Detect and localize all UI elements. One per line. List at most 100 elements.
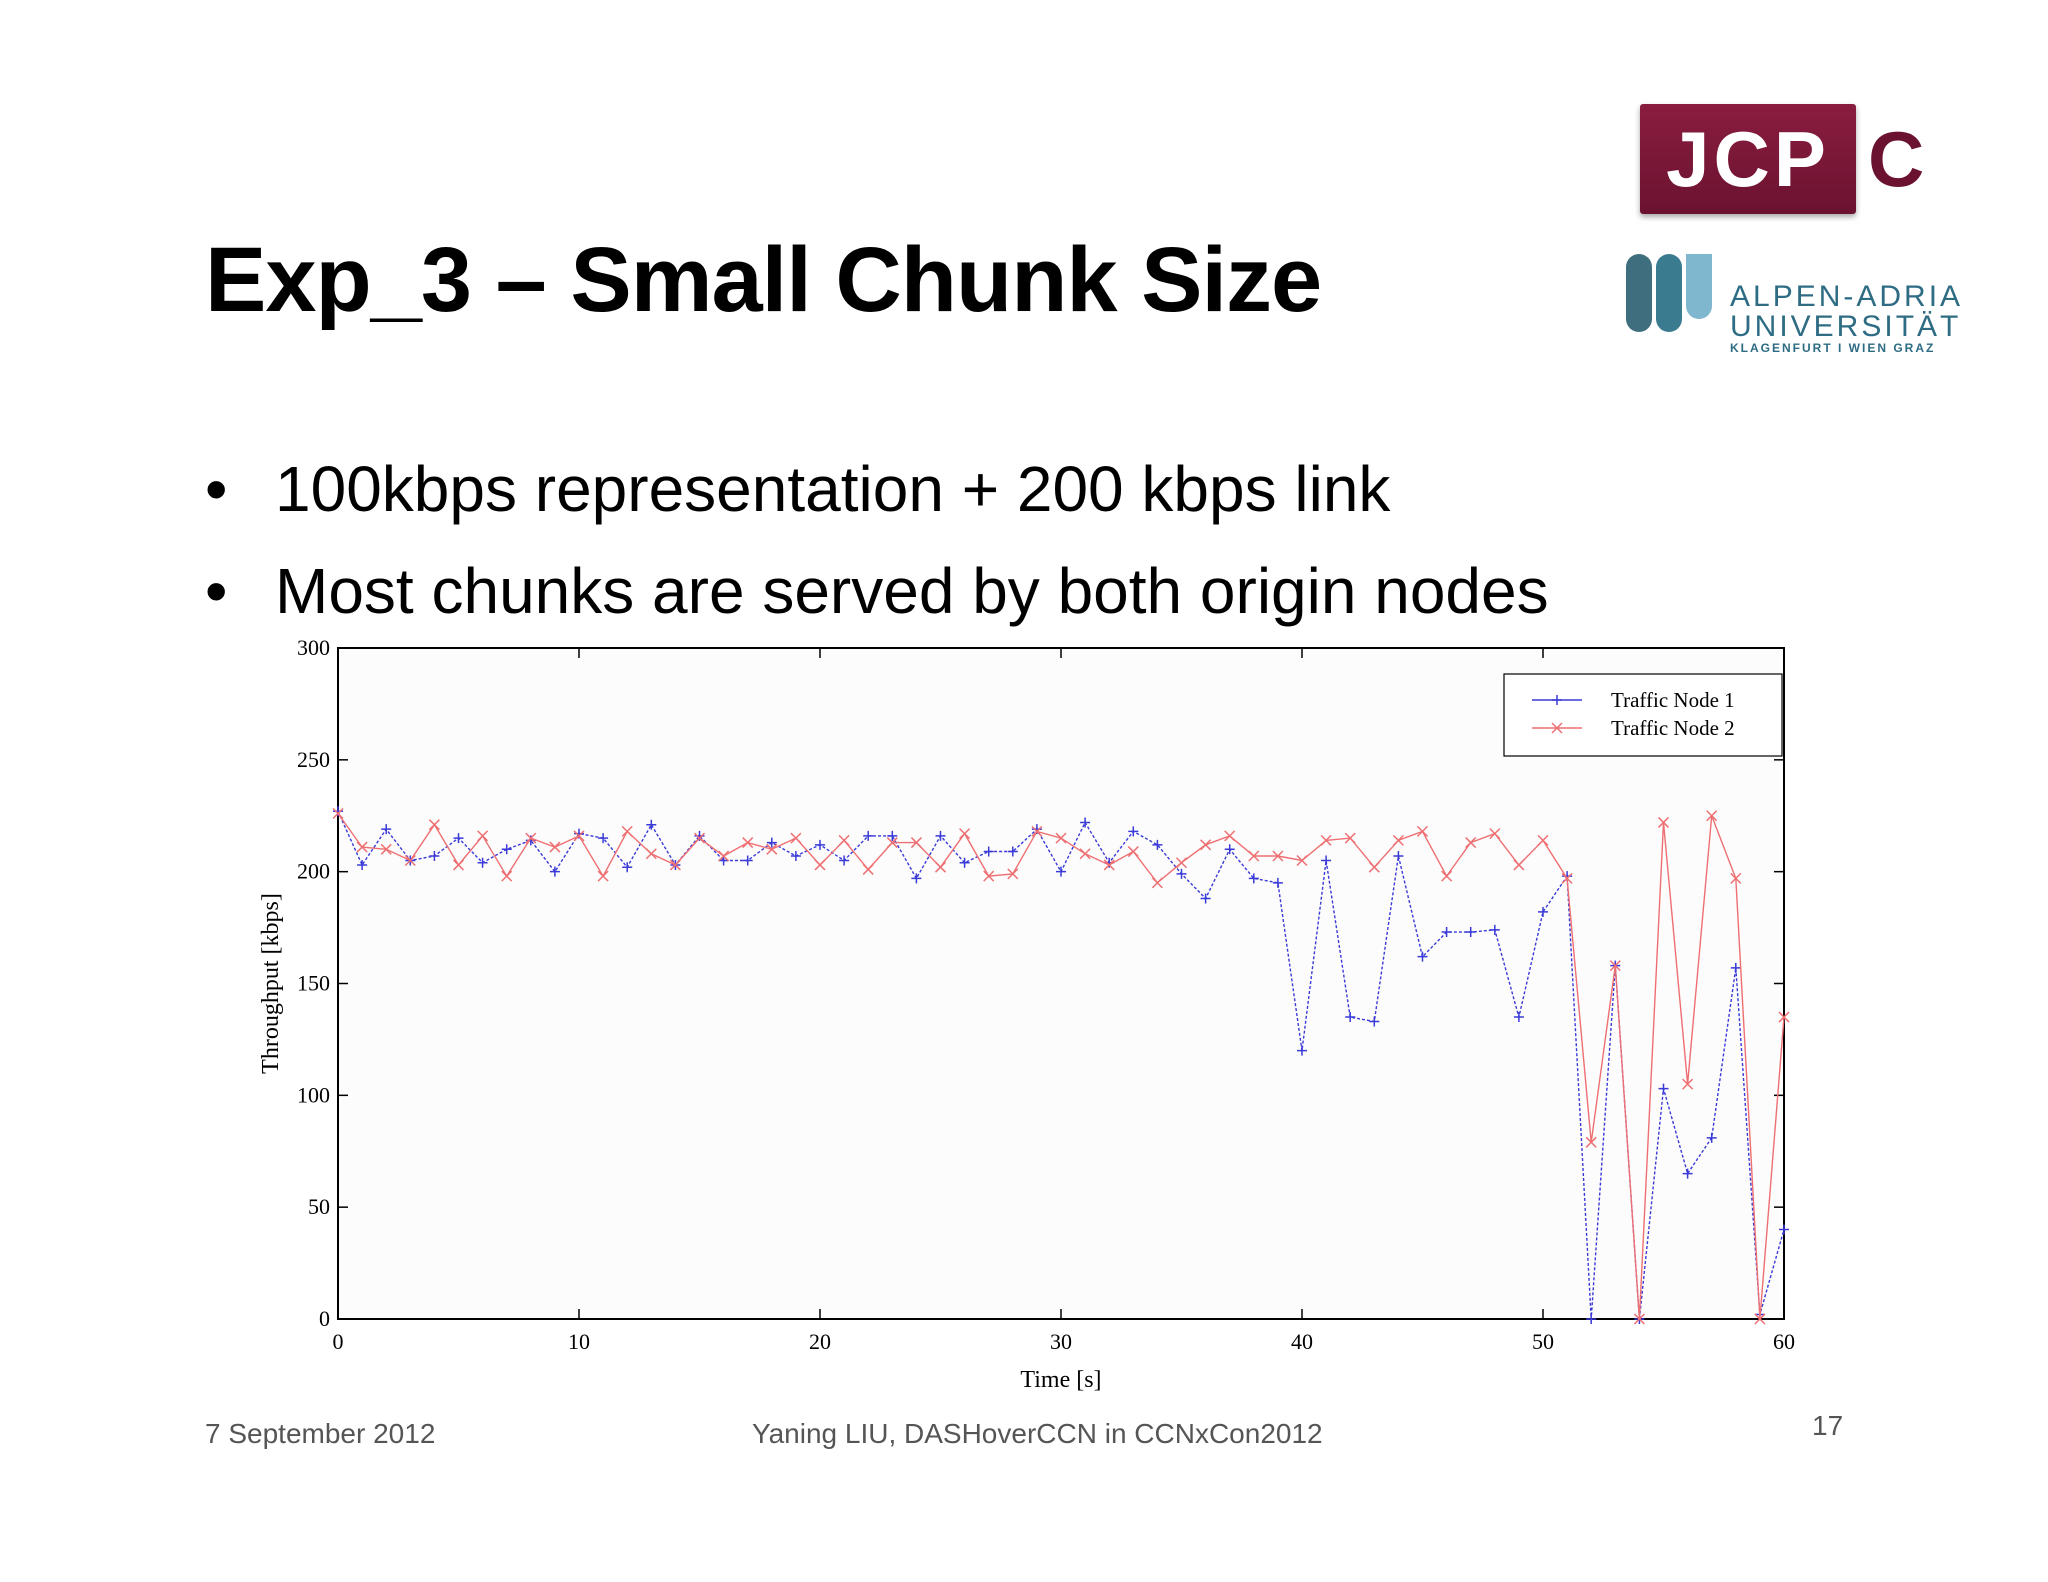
data-point-node-1 [887,830,898,841]
chart-ticks: 0 10 20 30 40 50 60 0 50 100 150 200 250 300 [297,636,1795,1354]
data-point-node-2 [983,870,995,882]
y-tick-label: 100 [297,1082,330,1107]
data-point-node-2 [1175,857,1188,869]
data-point-node-2 [1007,868,1019,880]
data-point-node-2 [766,843,778,855]
data-point-node-2 [1031,825,1043,837]
data-point-node-2 [1127,846,1139,858]
data-point-node-1 [549,866,560,877]
data-point-node-2 [1730,872,1742,884]
chart-grid [338,648,1784,1319]
chart-legend: Traffic Node 1 Traffic Node 2 [1503,673,1783,757]
data-point-node-1 [1248,873,1259,884]
data-point-node-1 [863,830,874,841]
data-point-node-2 [404,854,416,867]
data-point-node-2 [1465,837,1477,849]
data-point-node-1 [1297,1045,1307,1056]
data-point-node-1 [1393,851,1404,862]
data-point-node-1 [1080,817,1091,828]
data-point-node-2 [1224,830,1236,842]
data-point-node-1 [766,837,777,848]
data-point-node-2 [814,859,826,871]
data-point-node-2 [718,850,730,862]
chart-series [332,806,1790,1325]
data-point-node-1 [1706,1132,1717,1143]
y-tick-label: 250 [297,747,330,772]
data-point-node-1 [983,846,994,857]
x-tick-label: 0 [333,1329,344,1354]
data-point-node-2 [1609,960,1621,972]
data-point-node-1 [477,857,488,868]
data-point-node-1 [1007,846,1018,857]
x-tick-label: 50 [1532,1329,1554,1354]
data-point-node-1 [501,844,512,855]
data-point-node-1 [935,830,946,841]
data-point-node-2 [1585,1136,1597,1148]
data-point-node-2 [1754,1313,1766,1325]
data-point-node-2 [1633,1313,1645,1325]
data-point-node-1 [1538,906,1548,917]
data-point-node-2 [597,870,609,882]
data-point-node-2 [862,863,874,875]
footer-author: Yaning LIU, DASHoverCCN in CCNxCon2012 [752,1418,1323,1449]
plot-background [338,648,1784,1319]
data-point-node-2 [1103,859,1115,871]
y-tick-label: 200 [297,859,330,884]
data-point-node-2 [1296,854,1308,867]
jcp-logo-suffix: C [1868,114,1925,203]
data-point-node-1 [1272,877,1283,888]
y-tick-label: 50 [308,1194,330,1219]
data-point-node-1 [453,833,464,844]
data-point-node-1 [1658,1083,1669,1094]
data-point-node-1 [1682,1168,1693,1179]
data-point-node-2 [838,834,850,846]
data-point-node-2 [1537,834,1549,846]
data-point-node-2 [790,832,802,844]
slide-title: Exp_3 – Small Chunk Size [205,229,1322,331]
data-point-node-2 [959,828,971,840]
page-number: 17 [1812,1410,1844,1441]
data-point-node-2 [1441,870,1453,882]
data-point-node-2 [1320,834,1332,846]
data-point-node-1 [790,851,801,862]
legend-marker [1552,695,1562,705]
data-point-node-2 [1778,1011,1790,1023]
data-point-node-1 [1441,927,1452,938]
data-point-node-2 [1248,850,1260,862]
data-point-node-1 [646,819,657,830]
data-point-node-2 [1706,810,1718,822]
y-axis-label: Throughput [kbps] [258,893,284,1074]
data-point-node-2 [1368,861,1380,873]
data-point-node-1 [429,851,440,862]
data-point-node-1 [1200,893,1211,904]
data-point-node-2 [1657,816,1670,828]
x-tick-label: 10 [568,1329,590,1354]
data-point-node-2 [886,837,898,849]
data-point-node-2 [621,825,633,837]
bullet-item: 100kbps representation + 200 kbps link [205,438,1549,540]
data-point-node-1 [1321,855,1332,866]
university-subtitle: KLAGENFURT I WIEN GRAZ [1730,341,1936,355]
data-point-node-2 [693,832,706,844]
data-point-node-2 [1416,825,1429,837]
data-point-node-2 [1682,1078,1694,1090]
x-tick-label: 30 [1050,1329,1072,1354]
data-point-node-1 [1152,839,1163,850]
jcp-logo: JCP [1640,104,1856,214]
data-point-node-2 [669,859,681,871]
data-point-node-1 [598,833,609,844]
bullet-list: 100kbps representation + 200 kbps link M… [205,438,1549,642]
bullet-item: Most chunks are served by both origin no… [205,540,1549,642]
data-point-node-1 [742,855,753,866]
x-tick-label: 60 [1773,1329,1795,1354]
data-point-node-2 [452,859,465,871]
data-point-node-2 [1344,832,1356,844]
data-point-node-2 [645,848,657,860]
data-point-node-2 [573,830,585,842]
data-point-node-1 [1779,1224,1789,1235]
series-node-2 [332,807,1790,1325]
data-point-node-1 [815,839,825,850]
data-point-node-1 [1369,1016,1380,1027]
university-name: ALPEN-ADRIA UNIVERSITÄT [1730,280,1964,343]
data-point-node-1 [1489,924,1500,935]
